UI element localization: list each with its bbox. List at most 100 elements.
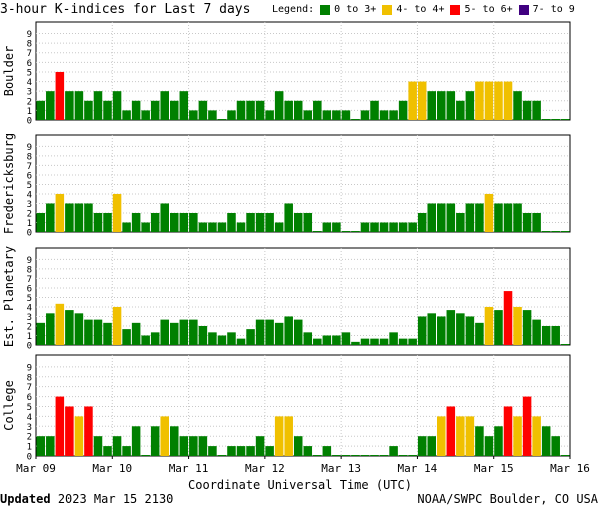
bar-est-planetary bbox=[389, 332, 398, 345]
bar-fredericksburg bbox=[379, 222, 389, 232]
bar-boulder bbox=[417, 81, 427, 120]
bar-est-planetary bbox=[522, 310, 532, 345]
bar-boulder bbox=[36, 100, 46, 120]
updated-value: 2023 Mar 15 2130 bbox=[57, 492, 174, 506]
bar-college bbox=[332, 455, 341, 456]
bar-est-planetary bbox=[370, 338, 379, 345]
k-index-chart: 0123456789Boulder0123456789Fredericksbur… bbox=[2, 21, 590, 475]
bar-college bbox=[322, 446, 332, 456]
bar-est-planetary bbox=[46, 313, 55, 345]
panel-label-fredericksburg: Fredericksburg bbox=[2, 133, 16, 234]
bar-est-planetary bbox=[284, 316, 293, 345]
bar-boulder bbox=[322, 110, 332, 120]
y-tick-label: 9 bbox=[27, 363, 32, 373]
bar-college bbox=[427, 436, 436, 456]
bar-est-planetary bbox=[93, 319, 103, 345]
bar-college bbox=[160, 416, 169, 456]
bar-est-planetary bbox=[303, 332, 313, 345]
bar-est-planetary bbox=[265, 319, 274, 345]
bar-fredericksburg bbox=[160, 203, 169, 232]
x-tick-label: Mar 16 bbox=[550, 462, 590, 475]
bar-college bbox=[465, 416, 475, 456]
bar-est-planetary bbox=[351, 341, 360, 345]
bar-college bbox=[208, 446, 217, 456]
bar-est-planetary bbox=[322, 335, 332, 345]
bar-boulder bbox=[112, 91, 122, 120]
bar-est-planetary bbox=[208, 332, 217, 345]
legend-item-red: 5- to 6+ bbox=[450, 4, 513, 15]
y-tick-label: 2 bbox=[27, 433, 32, 443]
bar-est-planetary bbox=[408, 338, 417, 345]
bar-boulder bbox=[360, 110, 370, 120]
bar-fredericksburg bbox=[198, 222, 208, 232]
bar-est-planetary bbox=[541, 325, 551, 345]
bar-est-planetary bbox=[313, 338, 322, 345]
bar-college bbox=[456, 416, 465, 456]
bar-fredericksburg bbox=[389, 222, 398, 232]
y-tick-label: 9 bbox=[27, 143, 32, 153]
bar-fredericksburg bbox=[236, 222, 246, 232]
y-tick-label: 7 bbox=[27, 49, 32, 59]
y-tick-label: 4 bbox=[27, 190, 32, 200]
bar-college bbox=[360, 455, 370, 456]
y-tick-label: 4 bbox=[27, 303, 32, 313]
legend-text-green: 0 to 3+ bbox=[334, 4, 377, 15]
bar-fredericksburg bbox=[65, 203, 74, 232]
bar-boulder bbox=[198, 100, 208, 120]
y-tick-label: 1 bbox=[27, 332, 32, 342]
bar-est-planetary bbox=[198, 325, 208, 345]
y-tick-label: 6 bbox=[27, 393, 32, 403]
bar-est-planetary bbox=[170, 322, 179, 345]
bar-fredericksburg bbox=[551, 231, 560, 232]
y-tick-label: 7 bbox=[27, 162, 32, 172]
bar-fredericksburg bbox=[141, 222, 150, 232]
bar-est-planetary bbox=[360, 338, 370, 345]
bar-boulder bbox=[437, 91, 446, 120]
bar-boulder bbox=[484, 81, 494, 120]
bar-boulder bbox=[46, 91, 55, 120]
bar-boulder bbox=[503, 81, 513, 120]
x-tick-label: Mar 11 bbox=[169, 462, 209, 475]
bar-boulder bbox=[408, 81, 417, 120]
updated-line: Updated 2023 Mar 15 2130 bbox=[0, 492, 173, 506]
bar-est-planetary bbox=[236, 338, 246, 345]
y-tick-label: 0 bbox=[27, 453, 32, 463]
x-tick-label: Mar 10 bbox=[92, 462, 132, 475]
bar-college bbox=[398, 455, 408, 456]
bar-est-planetary bbox=[560, 344, 570, 345]
bar-fredericksburg bbox=[265, 212, 274, 232]
bar-college bbox=[293, 436, 303, 456]
bar-college bbox=[303, 446, 313, 456]
panel-label-est-planetary: Est. Planetary bbox=[2, 246, 16, 347]
bar-est-planetary bbox=[551, 325, 560, 345]
x-axis-title: Coordinate Universal Time (UTC) bbox=[188, 478, 412, 492]
bar-college bbox=[522, 396, 532, 456]
bar-college bbox=[341, 455, 351, 456]
bar-fredericksburg bbox=[513, 203, 522, 232]
bar-boulder bbox=[293, 100, 303, 120]
bar-est-planetary bbox=[141, 335, 150, 345]
bar-est-planetary bbox=[446, 310, 456, 345]
bar-college bbox=[379, 455, 389, 456]
y-tick-label: 6 bbox=[27, 171, 32, 181]
bar-boulder bbox=[93, 91, 103, 120]
bar-college bbox=[437, 416, 446, 456]
bar-boulder bbox=[389, 110, 398, 120]
bar-boulder bbox=[560, 119, 570, 120]
bar-est-planetary bbox=[379, 338, 389, 345]
bar-boulder bbox=[551, 119, 560, 120]
bar-boulder bbox=[179, 91, 189, 120]
y-tick-label: 9 bbox=[27, 30, 32, 40]
bar-est-planetary bbox=[274, 322, 284, 345]
bar-est-planetary bbox=[122, 329, 131, 345]
bar-college bbox=[179, 436, 189, 456]
legend: Legend: 0 to 3+ 4- to 4+ 5- to 6+ 7- to … bbox=[272, 4, 581, 15]
bar-boulder bbox=[398, 100, 408, 120]
bar-boulder bbox=[265, 110, 274, 120]
y-tick-label: 7 bbox=[27, 275, 32, 285]
bar-est-planetary bbox=[103, 322, 112, 345]
y-tick-label: 4 bbox=[27, 78, 32, 88]
bar-boulder bbox=[65, 91, 74, 120]
legend-text-purple: 7- to 9 bbox=[532, 4, 575, 15]
bar-boulder bbox=[313, 100, 322, 120]
